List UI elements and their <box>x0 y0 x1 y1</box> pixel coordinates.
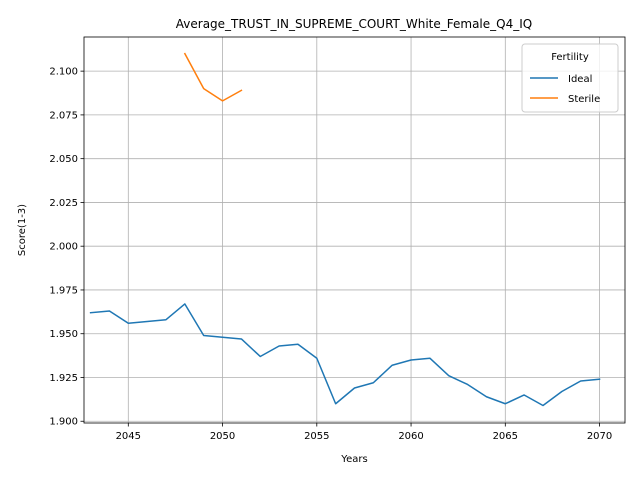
axis-ticks: 2045 2050 2055 2060 2065 2070 1.900 1.925 1.950 1… <box>49 67 612 442</box>
x-axis-label: Years <box>340 454 367 465</box>
legend-label-sterile: Sterile <box>568 94 600 105</box>
x-tick-label: 2050 <box>210 431 235 442</box>
x-tick-label: 2065 <box>493 431 518 442</box>
legend-title: Fertility <box>551 52 589 63</box>
x-tick-label: 2055 <box>304 431 329 442</box>
y-tick-label: 2.000 <box>49 242 78 253</box>
x-tick-label: 2060 <box>398 431 423 442</box>
series-layer <box>89 52 601 407</box>
series-line-sterile <box>183 52 243 102</box>
legend-box <box>521 43 619 113</box>
y-tick-label: 2.075 <box>49 110 78 121</box>
y-tick-label: 1.975 <box>49 285 78 296</box>
legend: Fertility Ideal Sterile <box>521 43 619 113</box>
legend-label-ideal: Ideal <box>568 74 592 85</box>
grid <box>84 37 625 423</box>
y-tick-label: 1.925 <box>49 373 78 384</box>
y-axis-label: Score(1-3) <box>17 204 28 256</box>
y-tick-label: 1.900 <box>49 417 78 428</box>
series-line-ideal <box>89 303 601 407</box>
x-tick-label: 2070 <box>587 431 612 442</box>
x-tick-label: 2045 <box>116 431 141 442</box>
chart-title: Average_TRUST_IN_SUPREME_COURT_White_Fem… <box>176 17 532 31</box>
y-tick-label: 1.950 <box>49 329 78 340</box>
y-tick-label: 2.025 <box>49 198 78 209</box>
y-tick-label: 2.100 <box>49 67 78 78</box>
y-tick-label: 2.050 <box>49 154 78 165</box>
plot-frame <box>83 36 626 424</box>
